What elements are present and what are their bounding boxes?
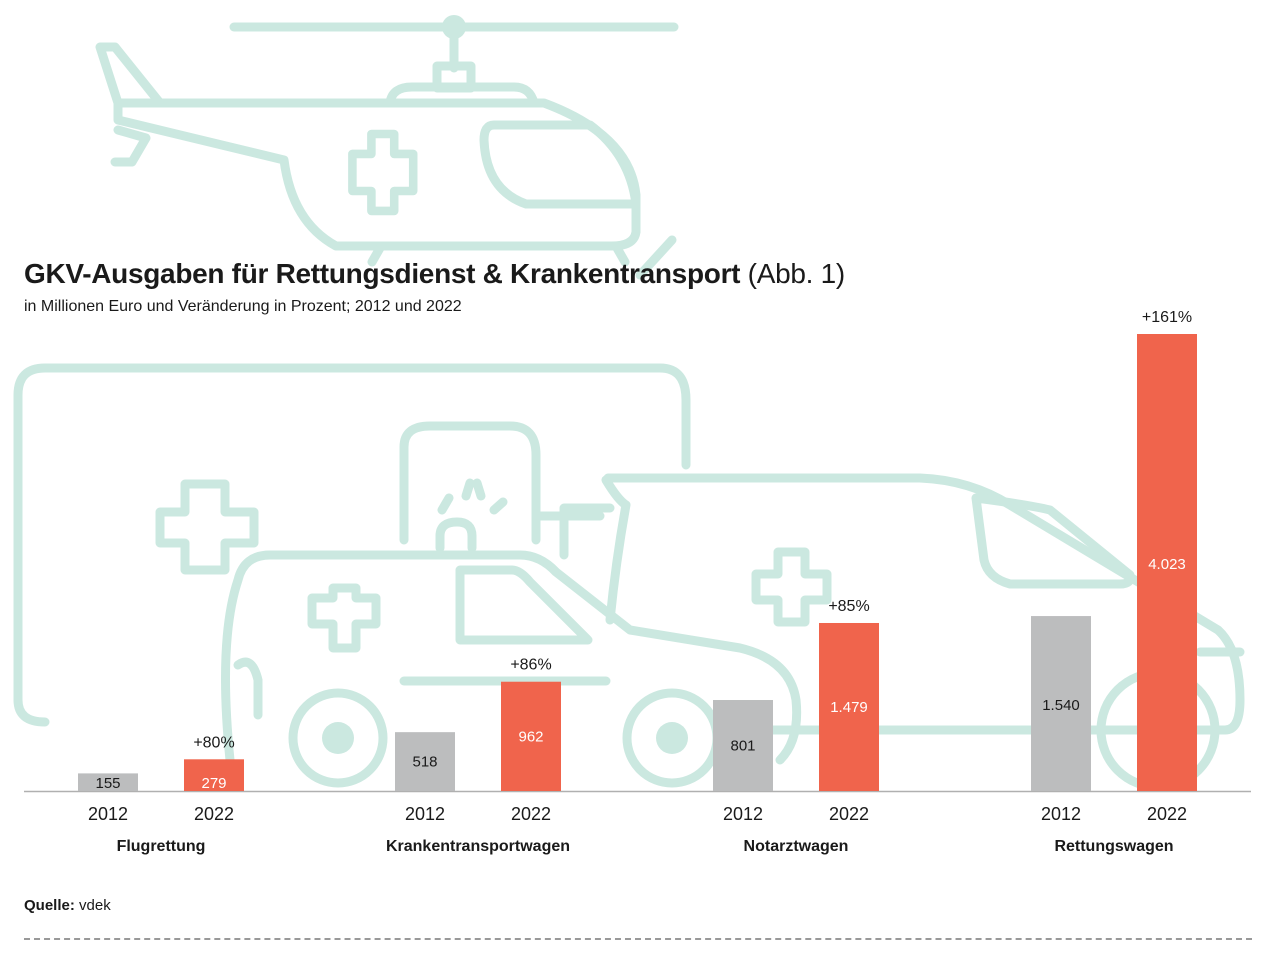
bar-value-label: 518 [412, 754, 437, 771]
bar-2022 [501, 681, 561, 791]
bar-2012 [395, 732, 455, 791]
bar-value-label: 279 [201, 775, 226, 792]
bar-value-label: 962 [518, 728, 543, 745]
bar-value-label: 4.023 [1148, 556, 1186, 573]
change-percent-label: +161% [1142, 309, 1192, 326]
year-tick-label: 2012 [88, 804, 128, 824]
category-label: Flugrettung [117, 838, 206, 855]
category-label: Krankentransportwagen [386, 838, 570, 855]
bar-value-label: 801 [730, 738, 755, 755]
year-tick-label: 2022 [194, 804, 234, 824]
chart-subtitle: in Millionen Euro und Veränderung in Pro… [24, 298, 462, 315]
year-tick-label: 2022 [1147, 804, 1187, 824]
bar-value-label: 1.540 [1042, 697, 1080, 714]
bar-value-label: 1.479 [830, 699, 868, 716]
bar-2012 [713, 700, 773, 791]
source-label: Quelle: [24, 897, 75, 914]
source-value: vdek [79, 897, 111, 914]
chart-title: GKV-Ausgaben für Rettungsdienst & Kranke… [24, 258, 845, 290]
bar-2022 [1137, 334, 1197, 791]
change-percent-label: +86% [510, 657, 551, 674]
helicopter-icon [95, 15, 679, 280]
year-tick-label: 2022 [829, 804, 869, 824]
ambulance-truck-icon [13, 363, 691, 727]
bar-value-label: 155 [95, 775, 120, 792]
bar-2022 [184, 759, 244, 791]
category-label: Rettungswagen [1054, 838, 1173, 855]
bar-2022 [819, 622, 879, 791]
source-note: Quelle: vdek [24, 897, 111, 914]
bar-2012 [78, 773, 138, 791]
bar-2012 [1031, 616, 1091, 791]
chart-title-figure-number: (Abb. 1) [747, 258, 846, 289]
chart-title-main: GKV-Ausgaben für Rettungsdienst & Kranke… [24, 258, 741, 289]
year-tick-label: 2012 [405, 804, 445, 824]
year-tick-label: 2012 [1041, 804, 1081, 824]
change-percent-label: +80% [193, 734, 234, 751]
category-label: Notarztwagen [744, 838, 849, 855]
footer-divider [24, 938, 1252, 940]
change-percent-label: +85% [828, 598, 869, 615]
year-tick-label: 2012 [723, 804, 763, 824]
year-tick-label: 2022 [511, 804, 551, 824]
